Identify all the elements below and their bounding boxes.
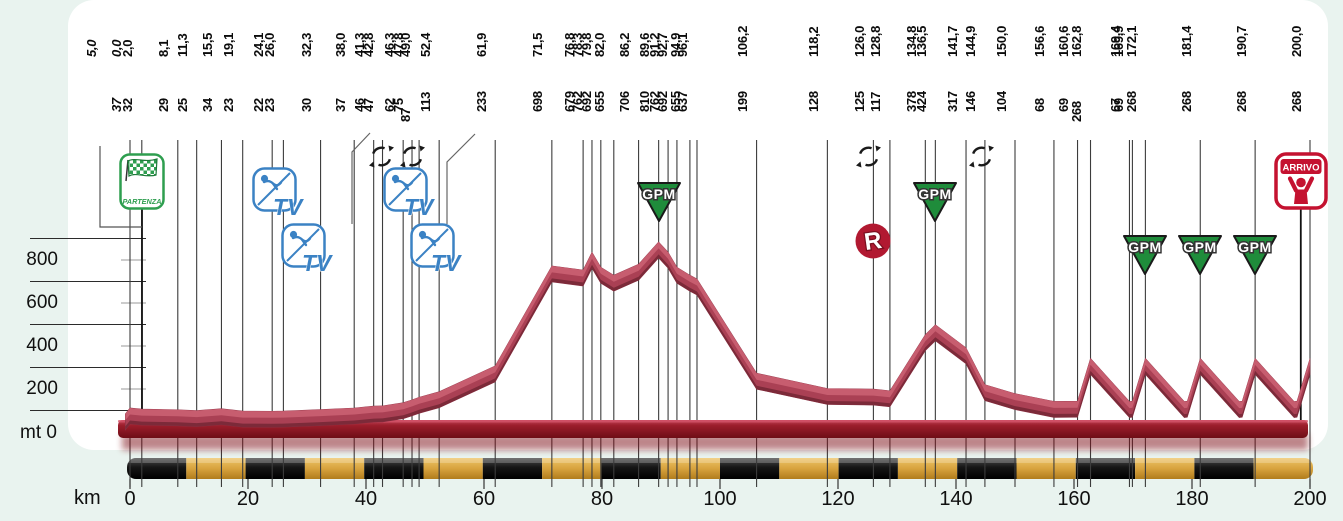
circuit-callout — [352, 133, 475, 224]
neutral-start-bracket — [100, 146, 142, 227]
km-marker-bar — [127, 458, 1313, 479]
stage-profile-plot — [0, 0, 1343, 521]
